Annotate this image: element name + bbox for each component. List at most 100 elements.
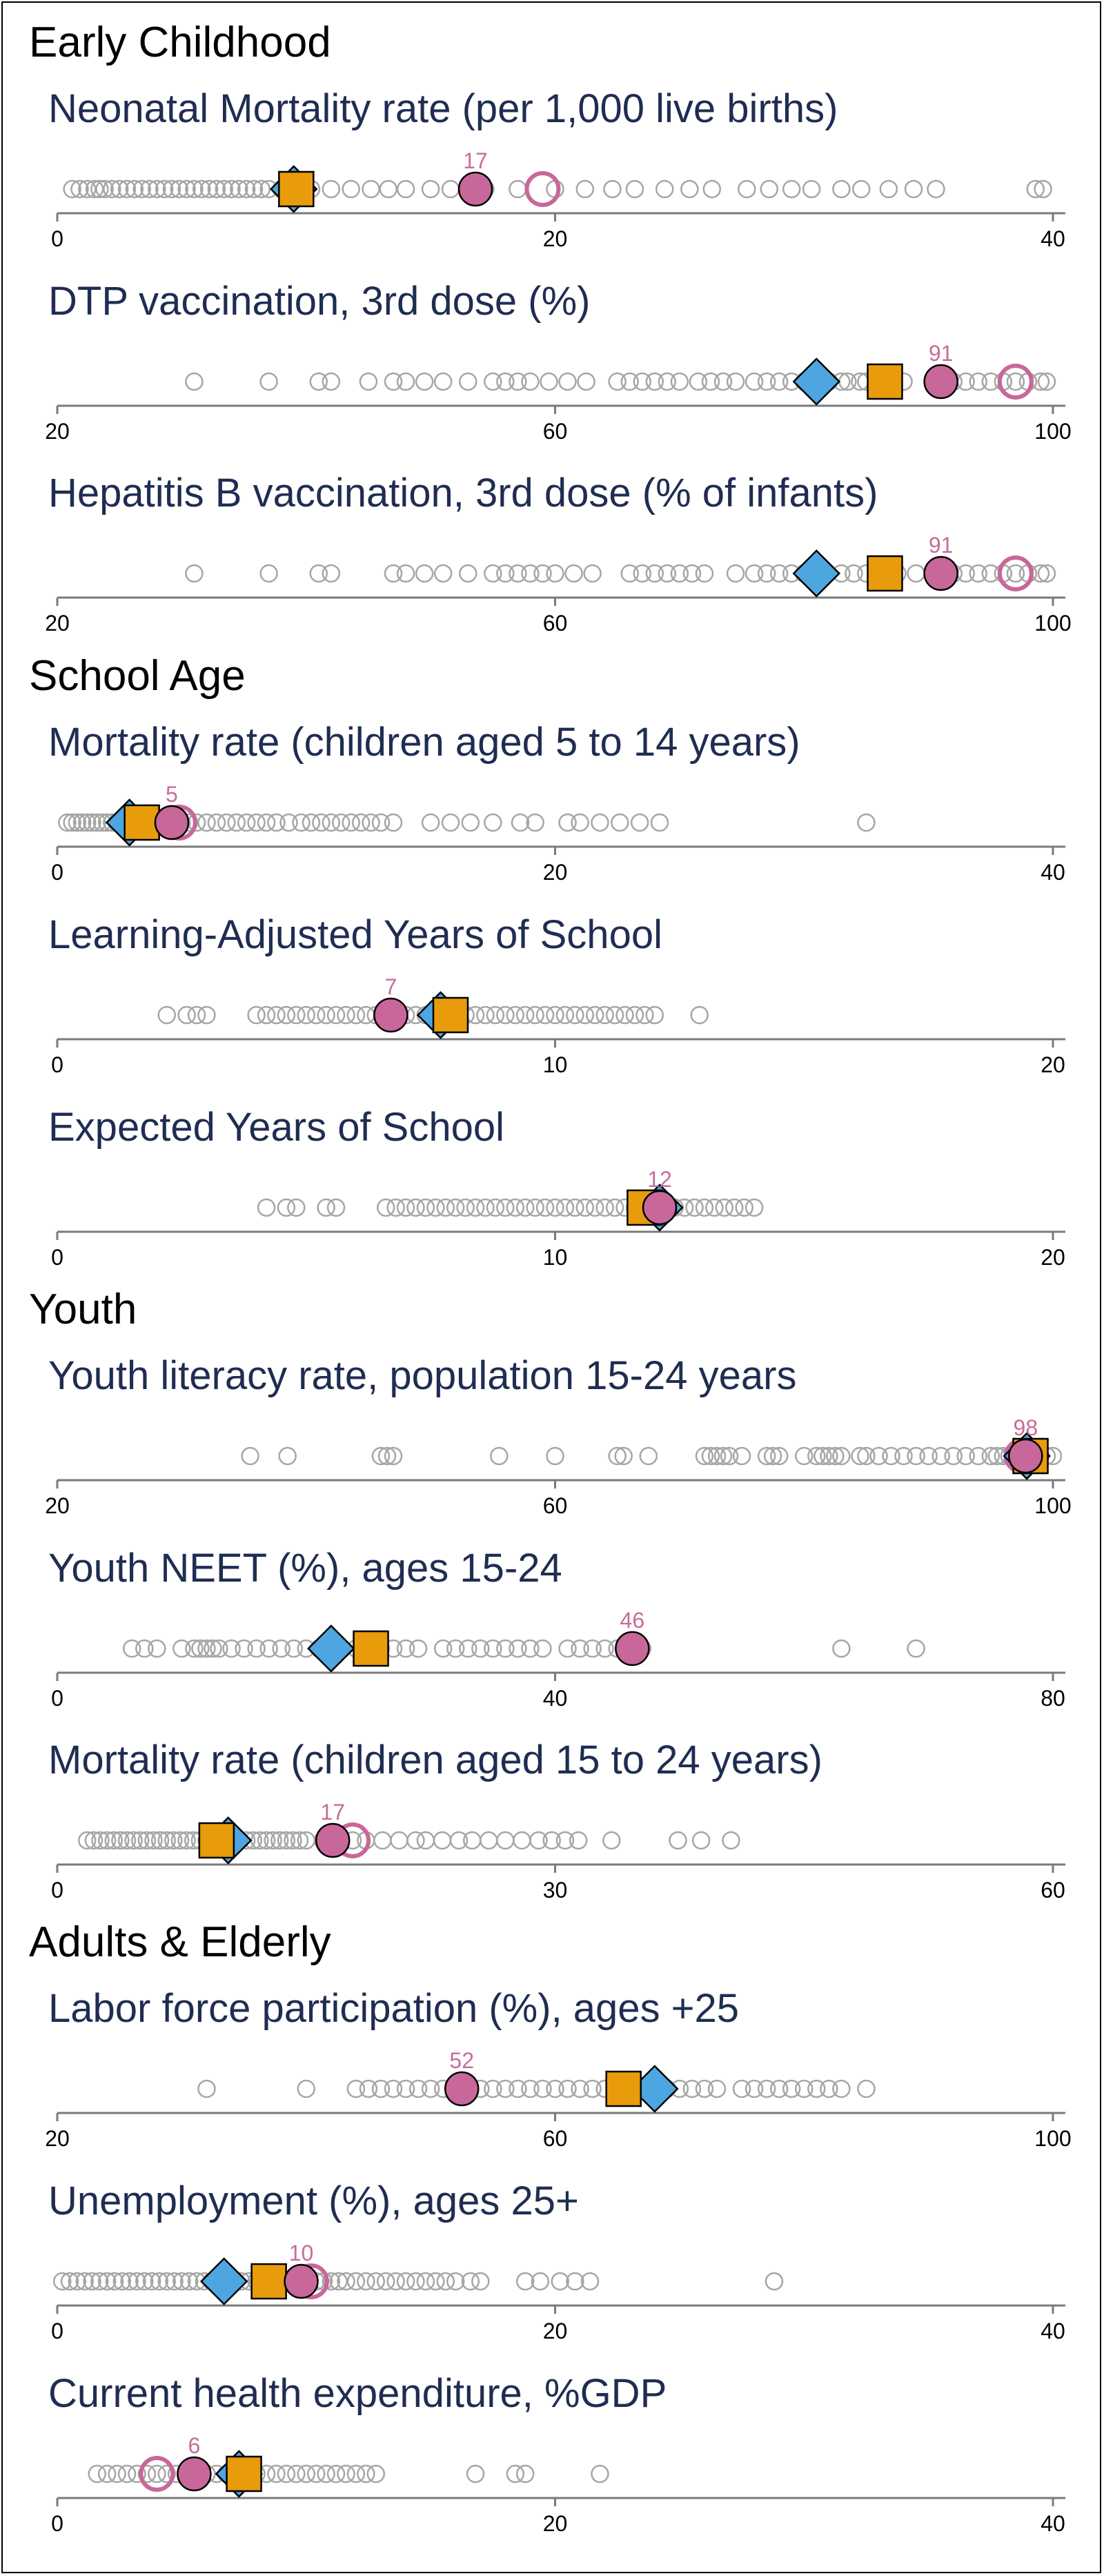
other-country-point: [290, 1831, 309, 1850]
other-country-point: [851, 1446, 869, 1466]
other-country-point: [533, 2079, 552, 2098]
other-country-point: [215, 179, 233, 199]
other-country-point: [292, 813, 310, 832]
other-country-point: [857, 2079, 876, 2098]
other-country-point: [575, 1198, 595, 1217]
other-country-point: [511, 813, 530, 832]
other-country-point: [540, 372, 558, 391]
other-country-point: [907, 564, 925, 583]
other-country-point: [650, 813, 669, 832]
other-country-point: [58, 813, 77, 832]
x-tick-label: 0: [51, 226, 63, 251]
other-country-point: [566, 1005, 584, 1025]
other-country-point: [78, 813, 97, 832]
other-country-point: [90, 179, 109, 199]
x-tick-label: 60: [543, 1493, 568, 1518]
other-country-point: [277, 1005, 296, 1025]
other-country-point: [83, 2272, 101, 2291]
country-previous-point: [997, 364, 1034, 400]
other-country-point: [259, 372, 278, 391]
other-country-point: [227, 813, 246, 832]
x-tick-label: 60: [543, 611, 568, 636]
other-country-point: [131, 1831, 150, 1850]
other-country-point: [105, 2272, 124, 2291]
country-previous-point: [997, 555, 1034, 591]
other-country-point: [148, 1639, 166, 1658]
country-point: [284, 2263, 319, 2299]
x-tick-label: 20: [45, 419, 70, 444]
other-country-point: [595, 1639, 614, 1658]
other-country-point: [235, 1639, 253, 1658]
other-country-point: [312, 813, 331, 832]
other-country-point: [172, 2272, 191, 2291]
other-country-point: [769, 1446, 789, 1466]
other-country-point: [515, 2464, 535, 2484]
other-country-point: [88, 813, 106, 832]
other-country-point: [104, 1831, 124, 1850]
other-country-point: [558, 2079, 577, 2098]
other-country-point: [595, 1005, 614, 1025]
other-country-point: [486, 1198, 505, 1217]
x-tick-label: 20: [543, 226, 568, 251]
other-country-point: [441, 813, 460, 832]
other-country-point: [165, 2272, 184, 2291]
other-country-point: [270, 1831, 289, 1850]
other-country-point: [1034, 179, 1052, 199]
other-country-point: [832, 179, 851, 199]
x-tick-label: 0: [51, 860, 63, 885]
other-country-point: [476, 1005, 495, 1025]
other-country-point: [670, 372, 689, 391]
other-country-point: [386, 2272, 405, 2291]
other-country-point: [795, 2079, 814, 2098]
other-country-point: [695, 1446, 714, 1466]
other-country-point: [199, 179, 219, 199]
other-country-point: [117, 179, 137, 199]
country-point: [923, 364, 958, 400]
other-country-point: [120, 2272, 139, 2291]
other-country-point: [396, 564, 415, 583]
other-country-point: [436, 2272, 455, 2291]
other-country-point: [306, 2464, 326, 2484]
other-country-point: [585, 1005, 604, 1025]
other-country-point: [655, 179, 674, 199]
other-country-point: [851, 179, 871, 199]
other-country-point: [177, 1005, 196, 1025]
other-country-point: [287, 1005, 306, 1025]
other-country-point: [583, 2079, 602, 2098]
x-tick-label: 20: [45, 1493, 70, 1518]
other-country-point: [509, 564, 527, 583]
other-country-point: [894, 1446, 913, 1466]
other-country-point: [484, 564, 502, 583]
other-country-point: [471, 1639, 490, 1658]
other-country-point: [521, 564, 540, 583]
x-tick-label: 10: [543, 1052, 568, 1077]
other-country-point: [396, 1198, 415, 1217]
other-country-point: [257, 1198, 276, 1217]
country-value-label: 6: [188, 2433, 201, 2458]
other-country-point: [322, 179, 341, 199]
other-country-point: [144, 1831, 163, 1850]
other-country-point: [635, 1005, 654, 1025]
other-country-point: [408, 2079, 428, 2098]
other-country-point: [306, 1005, 326, 1025]
other-country-point: [342, 813, 360, 832]
other-country-point: [326, 2464, 346, 2484]
other-country-point: [882, 1446, 900, 1466]
other-country-point: [247, 813, 266, 832]
country-value-label: 17: [320, 1800, 345, 1825]
other-country-point: [68, 813, 87, 832]
other-country-point: [529, 1831, 548, 1850]
other-country-point: [384, 372, 403, 391]
x-tick-label: 100: [1034, 2126, 1071, 2151]
other-country-point: [415, 564, 434, 583]
other-country-point: [745, 2079, 764, 2098]
other-country-point: [207, 813, 226, 832]
section-title: Adults & Elderly: [29, 1918, 331, 1966]
other-country-point: [944, 1446, 963, 1466]
panel-title: Learning-Adjusted Years of School: [48, 912, 662, 957]
other-country-point: [633, 564, 652, 583]
other-country-point: [496, 564, 515, 583]
section-title: Early Childhood: [29, 19, 331, 66]
other-country-point: [185, 179, 204, 199]
other-country-point: [155, 179, 174, 199]
